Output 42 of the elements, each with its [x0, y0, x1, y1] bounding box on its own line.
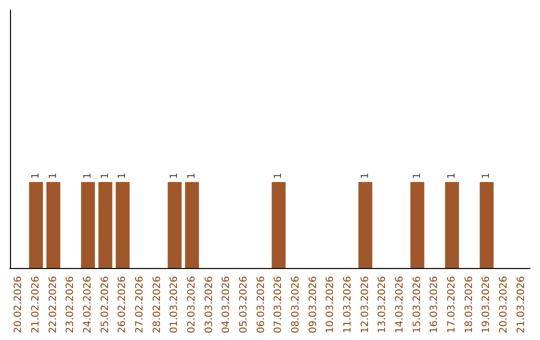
x-tick-label: 08.03.2026: [290, 276, 302, 334]
x-tick-label: 17.03.2026: [446, 276, 458, 334]
data-label: 1: [117, 172, 128, 179]
data-label: 1: [100, 172, 111, 179]
x-tick-label: 02.03.2026: [186, 276, 198, 334]
x-tick-label: 25.02.2026: [100, 276, 111, 334]
x-tick-label: 19.03.2026: [481, 276, 492, 334]
x-tick-label: 05.03.2026: [238, 276, 250, 334]
data-label: 1: [30, 172, 42, 179]
x-tick-label: 21.03.2026: [516, 276, 527, 334]
x-tick-label: 20.03.2026: [498, 276, 510, 334]
x-tick-label: 09.03.2026: [308, 276, 319, 334]
x-tick-label: 16.03.2026: [429, 276, 440, 334]
x-tick-label: 10.03.2026: [325, 276, 336, 334]
x-tick-label: 03.03.2026: [204, 276, 215, 334]
data-label: 1: [273, 172, 284, 179]
x-tick-label: 28.02.2026: [152, 276, 163, 334]
data-label: 1: [48, 172, 59, 179]
data-label: 1: [186, 172, 198, 179]
x-tick-label: 20.02.2026: [13, 276, 24, 334]
x-tick-label: 23.02.2026: [65, 276, 76, 334]
x-tick-label: 12.03.2026: [360, 276, 371, 334]
x-tick-label: 22.02.2026: [48, 276, 59, 334]
data-label: 1: [412, 172, 423, 179]
x-tick-label: 13.03.2026: [377, 276, 388, 334]
data-label: 1: [360, 172, 371, 179]
x-tick-label: 01.03.2026: [169, 276, 180, 334]
x-tick-label: 27.02.2026: [134, 276, 146, 334]
x-tick-label: 21.02.2026: [30, 276, 42, 334]
x-tick-label: 06.03.2026: [256, 276, 267, 334]
x-tick-label: 07.03.2026: [273, 276, 284, 334]
data-label: 1: [82, 172, 94, 179]
x-tick-label: 04.03.2026: [221, 276, 232, 334]
data-label: 1: [481, 172, 492, 179]
x-tick-label: 26.02.2026: [117, 276, 128, 334]
x-tick-label: 18.03.2026: [464, 276, 475, 334]
x-tick-label: 15.03.2026: [412, 276, 423, 334]
x-tick-label: 14.03.2026: [394, 276, 406, 334]
data-label: 1: [446, 172, 458, 179]
data-label: 1: [169, 172, 180, 179]
x-tick-label: 24.02.2026: [82, 276, 94, 334]
x-tick-label: 11.03.2026: [342, 276, 354, 334]
